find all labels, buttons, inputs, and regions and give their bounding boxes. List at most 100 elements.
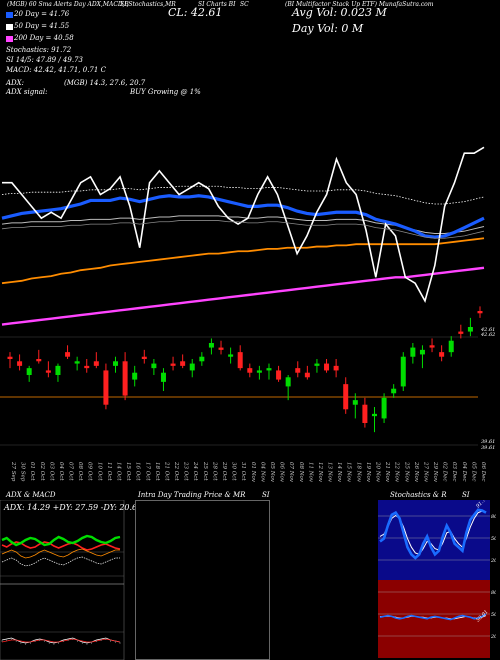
candle-body [276,370,282,380]
ema200-label: 200 Day = 40.58 [14,34,74,42]
rsi-tick-label: 80 [491,590,496,596]
date-tick-label: 13 Nov [327,462,333,483]
date-tick-label: 02 Oct [39,462,45,481]
candle-body [228,354,234,357]
candle-body [170,363,176,366]
candle-body [132,372,138,380]
candle-body [400,356,406,387]
date-tick-label: 29 Oct [221,461,227,481]
candle-body [180,361,186,366]
date-tick-label: 30 Oct [231,462,237,481]
adx-readout: ADX: 14.29 +DY: 27.59 -DY: 20.69 [4,503,143,512]
date-tick-label: 18 Oct [154,462,160,481]
candle-body [199,356,205,362]
date-tick-label: 14 Nov [336,462,342,483]
header-line1-left: (MGB) 60 Sma Alerts Day ADX,MACD,B [7,1,129,8]
header-line1-mid2: SI Charts BI [198,1,236,8]
adx-label: ADX: [6,79,25,87]
series-close [2,146,485,304]
date-tick-label: 04 Dec [461,462,467,482]
date-tick-label: 21 Nov [384,461,390,483]
candle-body [477,311,483,314]
header-line1-mid: SI,Stochastics,MR [120,1,176,8]
date-tick-label: 12 Nov [317,462,323,483]
date-tick-label: 27 Sep [10,461,16,482]
date-tick-label: 06 Nov [279,462,285,483]
date-tick-label: 25 Oct [202,461,208,481]
date-tick-label: 20 Nov [374,461,380,483]
date-tick-label: 03 Dec [451,462,457,482]
candle-body [391,388,397,394]
candle-body [448,340,454,353]
candle-body [266,368,272,371]
candle-body [84,365,90,369]
candle-body [218,347,224,350]
stochastics-title: Stochastics & R [390,491,447,499]
adx-macd-title: ADX & MACD [6,491,56,499]
date-tick-label: 06 Dec [480,462,486,482]
date-tick-label: 08 Oct [77,462,83,481]
stoch-tick-label: 80 [491,514,496,520]
ema200-legend-swatch [6,36,13,42]
stoch-value-label: 91.72 [475,500,489,509]
rsi-tick-label: 50 [491,612,496,618]
candle-body [362,404,368,423]
candle-body [439,352,445,357]
adx-panel-frame [0,500,125,660]
stoch-k-line [379,508,487,560]
candle-body [160,372,166,382]
avg-vol-label: Avg Vol: 0.023 M [292,6,387,19]
date-tick-label: 27 Nov [422,461,428,483]
candle-body [103,370,109,405]
stochastics-si: SI [462,491,470,499]
candle-body [45,370,51,373]
series-ema100 [1,237,485,285]
candle-body [371,413,377,417]
candle-body [295,368,301,373]
stochastics-label: Stochastics: 91.72 [6,46,72,54]
intra-day-title: Intra Day Trading Price & MR [138,491,246,499]
candle-body [285,377,291,387]
price-ema-chart [1,146,485,326]
rsi-line [379,613,487,621]
adx-plus-di [1,534,121,547]
candle-body [247,368,253,373]
date-tick-label: 31 Oct [240,462,246,481]
price-label-high: 42.61 [480,327,495,333]
candle-body [256,370,262,373]
date-tick-label: 22 Nov [394,461,400,483]
candle-body [314,363,320,366]
date-tick-label: 10 Oct [96,462,102,481]
buy-growing-label: BUY Growing @ 1% [130,88,201,96]
candle-body [410,347,416,357]
candle-body [381,397,387,419]
date-tick-label: 01 Oct [29,462,35,481]
date-tick-label: 19 Nov [365,462,371,483]
adx-macd-chart [0,500,125,660]
date-tick-label: 07 Oct [68,462,74,481]
date-tick-label: 02 Dec [442,462,448,482]
candle-body [122,361,128,396]
candle-body [304,372,310,378]
ema20-legend-swatch [6,12,13,18]
candle-body [343,384,349,410]
day-vol-label: Day Vol: 0 M [292,22,364,35]
candle-body [189,363,195,371]
macd-label: MACD: 42.42, 41.71, 0.71 C [6,66,106,74]
adx-signal-label: ADX signal: [6,88,48,96]
candle-body [237,352,243,369]
date-tick-label: 05 Nov [269,462,275,483]
date-tick-label: 22 Oct [173,461,179,481]
date-tick-label: 04 Nov [259,462,265,483]
candle-body [458,331,464,334]
candle-body [333,365,339,371]
intra-day-chart [135,500,270,660]
close-label: CL: 42.61 [168,6,223,19]
date-tick-label: 08 Nov [298,462,304,483]
candle-body [141,356,147,359]
series-ema200 [1,266,485,326]
date-tick-label: 26 Nov [413,461,419,483]
date-tick-label: 09 Oct [87,462,93,481]
date-tick-label: 30 Sep [20,462,26,482]
candle-body [65,352,71,357]
